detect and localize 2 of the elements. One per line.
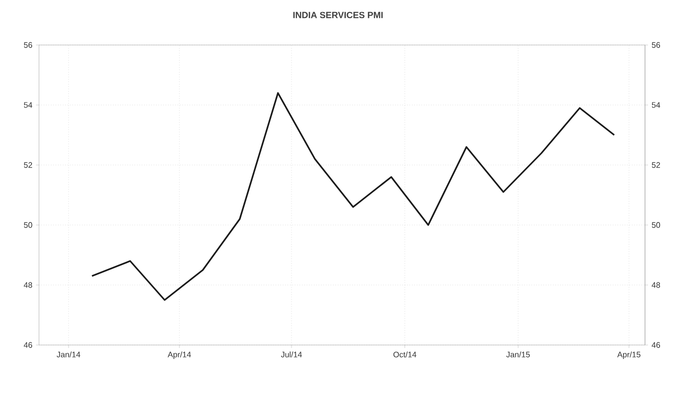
line-series: [91, 92, 616, 301]
chart-title: INDIA SERVICES PMI: [293, 12, 383, 18]
